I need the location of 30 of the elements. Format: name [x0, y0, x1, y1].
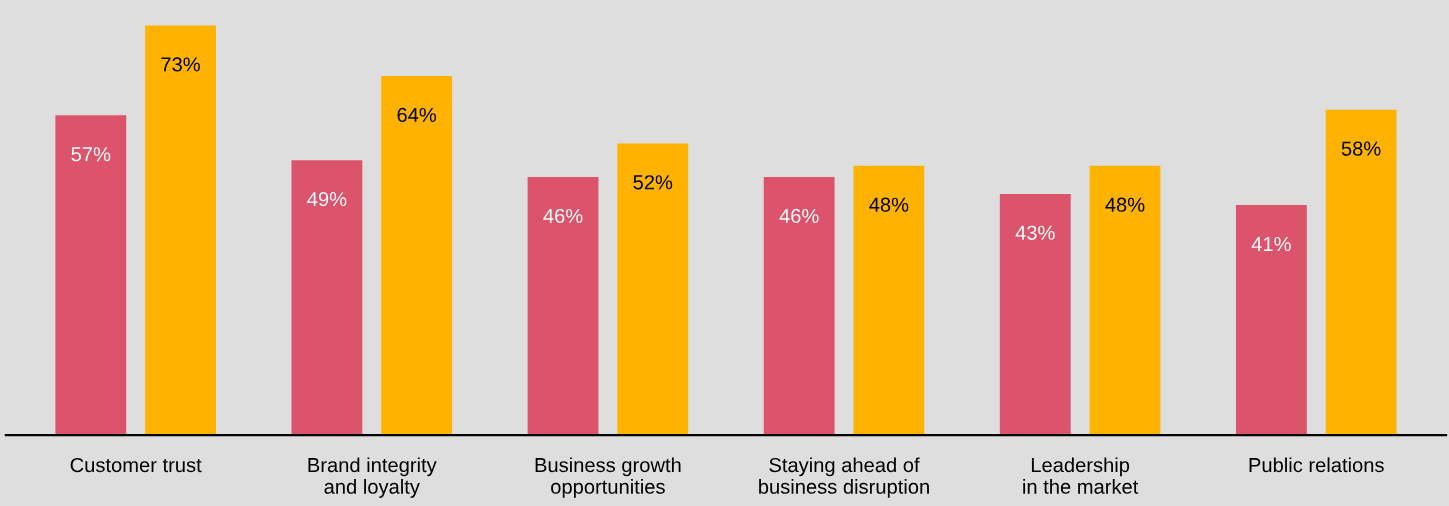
data-label: 64%	[397, 107, 437, 123]
bar	[1089, 165, 1161, 436]
bar	[1235, 205, 1307, 436]
x-tick-label: Staying ahead of business disruption	[759, 457, 929, 498]
data-label: 43%	[1015, 225, 1055, 240]
x-tick-label: Customer trust	[70, 457, 202, 473]
data-label: 46%	[543, 208, 583, 224]
data-label: 57%	[71, 147, 111, 162]
x-tick-label: Leadership in the market	[1023, 457, 1139, 494]
data-label: 52%	[633, 175, 673, 190]
bar	[617, 143, 689, 436]
bar	[1325, 109, 1397, 436]
bar	[763, 177, 835, 436]
bar	[381, 76, 453, 436]
data-label: 49%	[307, 191, 347, 207]
bar	[999, 193, 1071, 436]
data-label: 46%	[779, 208, 819, 224]
x-tick-label: Brand integrity and loyalty	[308, 457, 437, 498]
bar	[527, 177, 599, 436]
x-tick-label: Public relations	[1249, 457, 1384, 473]
data-label: 73%	[161, 57, 200, 72]
data-label: 58%	[1341, 141, 1381, 156]
data-label: 48%	[869, 197, 909, 212]
bar	[55, 115, 127, 436]
x-tick-label: Business growth opportunities	[535, 457, 681, 498]
bar	[853, 165, 925, 436]
bar	[291, 160, 363, 436]
data-label: 48%	[1105, 197, 1145, 212]
bar	[145, 25, 216, 436]
data-label: 41%	[1251, 236, 1291, 252]
